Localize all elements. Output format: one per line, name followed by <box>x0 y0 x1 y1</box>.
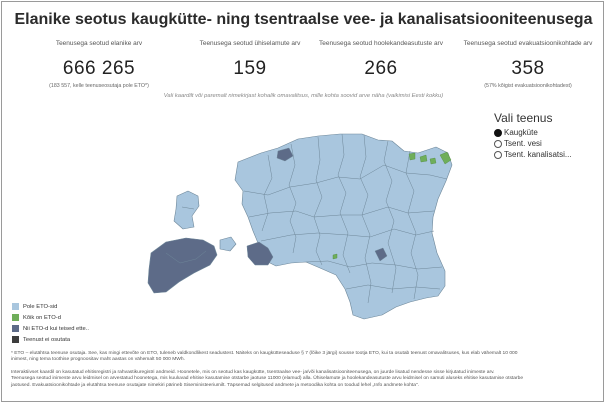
radio-unselected-icon[interactable] <box>494 139 502 148</box>
kpi-care-homes-label: Teenusega seotud hoolekandeasutuste arv <box>319 40 443 47</box>
map-saaremaa[interactable] <box>147 237 218 294</box>
service-selector-title: Vali teenus <box>494 111 553 125</box>
kpi-residents-note: (183 557, kelle teenuseosutaja pole ETO*… <box>49 83 149 89</box>
kpi-residents: Teenusega seotud elanike arv 666 265 (18… <box>24 40 174 89</box>
map-johvi[interactable] <box>429 157 437 165</box>
kpi-dormitories-value: 159 <box>233 58 267 79</box>
kpi-care-homes-value: 266 <box>364 58 398 79</box>
map-hiiumaa[interactable] <box>173 190 200 230</box>
map-small-eto[interactable] <box>332 253 338 260</box>
kpi-evacuation-sites: Teenusega seotud evakuatsioonikohtade ar… <box>453 40 603 89</box>
footnote-line: jaotused. Evakuatsioonikohtade ja elutäh… <box>11 382 420 388</box>
footnote-line: inimest, ning tema toothise prognoositav… <box>11 357 185 363</box>
footnote-line: Teenusega seotud inimeste arvu leidmisel… <box>11 376 524 382</box>
kpi-dormitories: Teenusega seotud ühiselamute arv 159 <box>175 40 325 80</box>
legend-item-no-service: Teenust ei osutata <box>12 334 89 345</box>
kpi-residents-value: 666 265 <box>62 58 136 79</box>
legend-label: Teenust ei osutata <box>23 336 71 343</box>
legend-label: Kõik on ETO-d <box>23 314 61 321</box>
all-eto-areas[interactable] <box>332 151 452 260</box>
radio-unselected-icon[interactable] <box>494 150 502 159</box>
estonia-map[interactable] <box>6 103 602 343</box>
footnote-methodology: Interaktiivset kaardil on kasutatud ehit… <box>11 370 597 389</box>
radio-selected-icon[interactable] <box>494 128 502 137</box>
map-sillamae[interactable] <box>419 154 428 163</box>
service-option-water[interactable]: Tsent. vesi <box>494 138 594 149</box>
map-mainland[interactable] <box>234 133 453 320</box>
service-option-sewerage[interactable]: Tsent. kanalisatsi... <box>494 149 594 160</box>
page-title: Elanike seotus kaugkütte- ning tsentraal… <box>14 11 593 28</box>
legend-swatch <box>12 303 19 310</box>
map-kohtla-jarve[interactable] <box>408 152 416 161</box>
legend-swatch <box>12 314 19 321</box>
legend-label: Pole ETO-sid <box>23 303 58 310</box>
legend-label: Nii ETO-d kui teised ette.. <box>23 325 89 332</box>
legend-swatch <box>12 325 19 332</box>
kpi-evacuation-sites-note: (57% kõigist evakuatsioonikohtadest) <box>484 83 572 89</box>
map-muhu[interactable] <box>219 236 237 252</box>
service-option-label: Tsent. vesi <box>504 139 542 148</box>
map-parnu[interactable] <box>246 241 274 266</box>
municipal-borders <box>165 133 448 304</box>
legend-item-all-eto: Kõik on ETO-d <box>12 312 89 323</box>
legend-item-no-eto: Pole ETO-sid <box>12 301 89 312</box>
map-instruction: Vali kaardilt või paremalt nimekirjast k… <box>163 93 444 99</box>
service-option-label: Tsent. kanalisatsi... <box>504 150 572 159</box>
map-tartu[interactable] <box>374 247 388 262</box>
legend-swatch <box>12 336 19 343</box>
kpi-residents-label: Teenusega seotud elanike arv <box>55 40 143 47</box>
service-option-district-heating[interactable]: Kaugküte <box>494 127 594 138</box>
service-selector: Vali teenus Kaugküte Tsent. vesi Tsent. … <box>494 111 594 160</box>
kpi-dormitories-label: Teenusega seotud ühiselamute arv <box>199 40 301 47</box>
kpi-evacuation-sites-value: 358 <box>511 58 545 79</box>
map-tallinn[interactable] <box>276 147 294 162</box>
mixed-eto-areas[interactable] <box>246 147 388 266</box>
map-narva[interactable] <box>439 151 452 165</box>
kpi-evacuation-sites-label: Teenusega seotud evakuatsioonikohtade ar… <box>463 40 593 47</box>
footnote-line: Interaktiivset kaardil on kasutatud ehit… <box>11 370 495 375</box>
legend-item-mixed-eto: Nii ETO-d kui teised ette.. <box>12 323 89 334</box>
service-option-label: Kaugküte <box>504 128 538 137</box>
kpi-care-homes: Teenusega seotud hoolekandeasutuste arv … <box>306 40 456 80</box>
footnote-eto: * ETO – elutähtsa teenuse osutaja. See, … <box>11 351 597 364</box>
map-legend: Pole ETO-sid Kõik on ETO-d Nii ETO-d kui… <box>12 301 89 345</box>
footnote-line: * ETO – elutähtsa teenuse osutaja. See, … <box>11 351 518 356</box>
